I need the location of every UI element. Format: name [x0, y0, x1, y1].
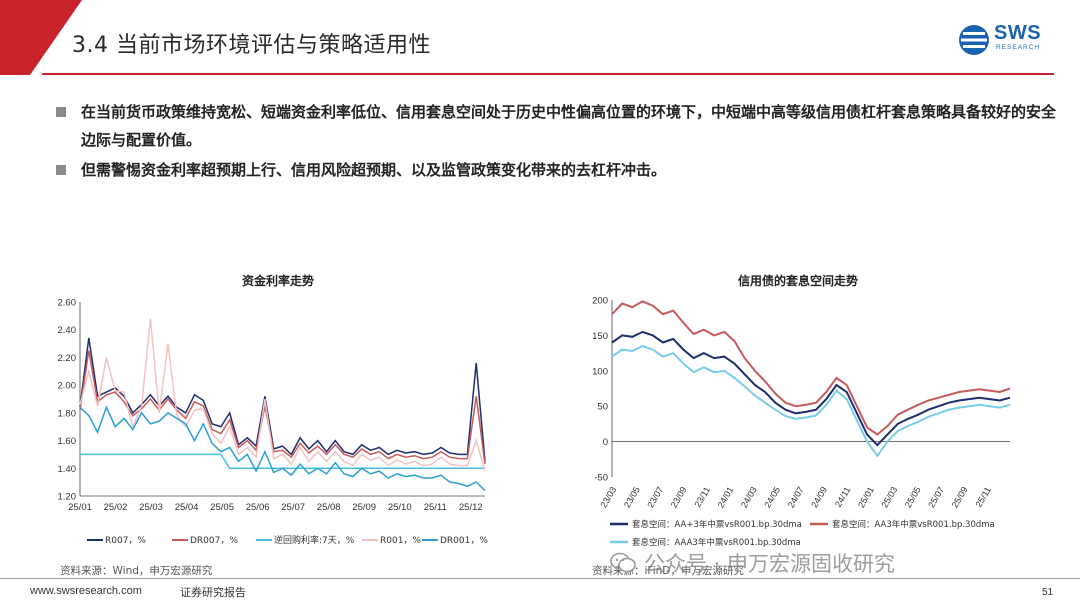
x-tick-label: 25/03 [879, 485, 899, 510]
series-line [611, 344, 1011, 458]
y-tick-label: 2.00 [58, 381, 77, 392]
y-tick-label: 2.60 [58, 298, 77, 309]
x-tick-label: 25/11 [973, 485, 993, 509]
header: 3.4 当前市场环境评估与策略适用性 SWS RESEARCH [0, 0, 1080, 80]
watermark: 公众号 · 申万宏源固收研究 [610, 548, 895, 578]
x-tick-label: 23/07 [645, 485, 665, 510]
y-tick-label: 1.20 [58, 492, 77, 503]
x-tick-label: 24/07 [786, 485, 806, 510]
chart1-title: 资金利率走势 [242, 274, 315, 288]
logo-subtext: RESEARCH [996, 44, 1041, 51]
x-tick-label: 25/06 [246, 502, 270, 513]
series-line [79, 337, 486, 462]
page-number: 51 [1042, 587, 1054, 598]
bullet-item: 但需警惕资金利率超预期上行、信用风险超预期、以及监管政策变化带来的去杠杆冲击。 [56, 156, 1056, 184]
series-line [79, 405, 486, 492]
series-line [80, 453, 485, 470]
x-tick-label: 24/09 [809, 485, 829, 510]
y-tick-label: 2.40 [58, 325, 77, 336]
y-tick-label: -50 [594, 473, 608, 484]
series-line [79, 350, 486, 465]
x-tick-label: 25/10 [388, 502, 412, 513]
y-tick-label: 1.60 [58, 436, 77, 447]
bullet-text: 在当前货币政策维持宽松、短端资金利率低位、信用套息空间处于历史中性偏高位置的环境… [81, 103, 1057, 149]
header-decoration [0, 0, 82, 75]
x-tick-label: 25/05 [903, 485, 923, 510]
x-tick-label: 25/07 [281, 502, 305, 513]
series-line [611, 330, 1011, 447]
chart1-source: 资料来源：Wind，申万宏源研究 [60, 565, 213, 577]
x-tick-label: 25/09 [950, 485, 970, 510]
legend-label: 套息空间：AAA3年中票vsR001.bp.30dma [632, 537, 801, 548]
legend-label: 套息空间：AA+3年中票vsR001.bp.30dma [632, 519, 802, 530]
y-tick-label: 100 [592, 366, 608, 377]
footer-divider [0, 578, 1080, 579]
legend-label: DR001，% [440, 536, 488, 546]
x-tick-label: 23/11 [692, 485, 712, 509]
legend-label: R007，% [105, 536, 146, 546]
x-tick-label: 25/09 [352, 502, 376, 513]
x-tick-label: 25/08 [317, 502, 341, 513]
wechat-icon [610, 552, 636, 573]
y-tick-label: 1.40 [58, 464, 77, 475]
x-tick-label: 25/11 [424, 502, 447, 513]
funding-rate-chart: 1.20 1.40 1.60 1.80 2.00 2.20 2.40 2.60 25/01 25/… [58, 298, 489, 547]
x-tick-label: 25/03 [139, 502, 163, 513]
series-line [611, 300, 1011, 436]
footer-report-label: 证券研究报告 [180, 586, 246, 599]
footer-url[interactable]: www.swsresearch.com [30, 585, 142, 597]
x-tick-label: 23/05 [622, 485, 642, 510]
watermark-text: 公众号 · 申万宏源固收研究 [644, 552, 896, 576]
sws-logo: SWS RESEARCH [958, 22, 1058, 62]
bullet-square-icon [56, 165, 66, 175]
x-tick-label: 25/05 [210, 502, 234, 513]
header-divider [42, 73, 1054, 75]
bullet-square-icon [56, 107, 66, 117]
x-tick-label: 24/01 [716, 485, 736, 510]
x-tick-label: 24/11 [833, 485, 853, 509]
page-title: 3.4 当前市场环境评估与策略适用性 [72, 33, 431, 58]
x-tick-label: 25/12 [459, 502, 483, 513]
y-tick-label: 200 [592, 296, 608, 307]
legend-label: 逆回购利率:7天，% [274, 534, 355, 546]
y-tick-label: 0 [603, 437, 608, 448]
y-tick-label: 150 [592, 331, 608, 342]
x-tick-label: 24/05 [762, 485, 782, 510]
x-tick-label: 25/04 [175, 502, 199, 513]
y-tick-label: 50 [597, 402, 608, 413]
x-tick-label: 25/01 [68, 502, 92, 513]
x-tick-label: 23/03 [598, 485, 618, 510]
bullet-text: 但需警惕资金利率超预期上行、信用风险超预期、以及监管政策变化带来的去杠杆冲击。 [81, 161, 667, 179]
legend-label: R001，% [380, 536, 421, 546]
x-tick-label: 25/07 [926, 485, 946, 510]
bullet-list: 在当前货币政策维持宽松、短端资金利率低位、信用套息空间处于历史中性偏高位置的环境… [56, 98, 1056, 186]
y-tick-label: 1.80 [58, 408, 77, 419]
bullet-item: 在当前货币政策维持宽松、短端资金利率低位、信用套息空间处于历史中性偏高位置的环境… [56, 98, 1056, 154]
x-tick-label: 25/02 [104, 502, 128, 513]
x-tick-label: 24/03 [739, 485, 759, 510]
chart2-title: 信用债的套息空间走势 [738, 274, 859, 288]
x-tick-label: 23/09 [669, 485, 689, 510]
y-tick-label: 2.20 [58, 353, 77, 364]
legend-label: 套息空间：AA3年中票vsR001.bp.30dma [832, 519, 995, 530]
series-line [79, 318, 486, 472]
x-tick-label: 25/01 [856, 485, 876, 510]
sws-logo-icon [959, 25, 989, 55]
logo-text: SWS [994, 22, 1042, 44]
legend-label: DR007，% [190, 536, 238, 546]
